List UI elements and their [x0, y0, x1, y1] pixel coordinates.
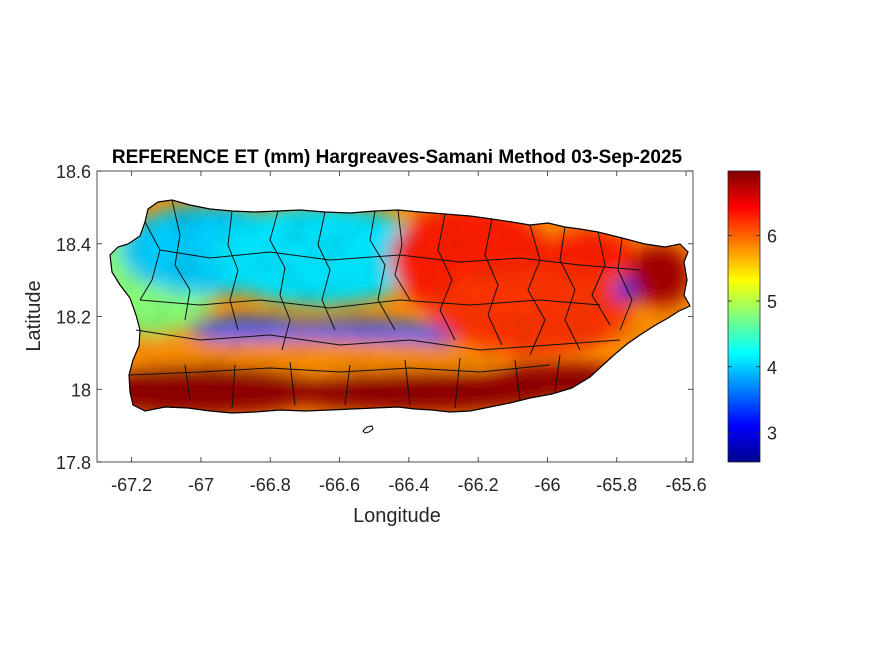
municipality-line	[135, 329, 621, 351]
municipality-line	[369, 210, 396, 331]
municipality-line	[231, 364, 236, 409]
x-tick-label: -65.8	[596, 475, 637, 495]
municipality-line	[139, 221, 161, 301]
colorbar-tick-label: 3	[767, 423, 777, 443]
y-tick-label: 17.8	[56, 453, 91, 473]
heat-region	[110, 339, 510, 371]
heatmap-field	[110, 200, 690, 413]
x-tick-label: -66.6	[319, 475, 360, 495]
heat-region	[110, 365, 320, 413]
x-tick-label: -66	[534, 475, 560, 495]
y-axis-label: Latitude	[23, 280, 45, 351]
x-tick-label: -67	[188, 475, 214, 495]
colorbar-tick-label: 4	[767, 358, 777, 378]
x-tick-label: -65.6	[666, 475, 707, 495]
y-tick-label: 18	[71, 380, 91, 400]
x-tick-label: -67.2	[111, 475, 152, 495]
municipality-line	[171, 199, 191, 321]
y-tick-label: 18.2	[56, 308, 91, 328]
municipality-line	[227, 210, 239, 331]
municipality-line	[559, 226, 581, 351]
small-island	[362, 425, 374, 434]
municipality-line	[514, 359, 521, 401]
y-tick-label: 18.4	[56, 235, 91, 255]
coastline	[109, 199, 691, 414]
x-tick-label: -66.2	[458, 475, 499, 495]
colorbar-ticks: 3 4 5 6	[728, 226, 777, 443]
municipality-line	[159, 249, 401, 261]
x-axis: -67.2 -67 -66.8 -66.6 -66.4 -66.2 -66 -65.8 -65.…	[111, 171, 707, 495]
x-tick-label: -66.4	[388, 475, 429, 495]
municipality-line	[554, 354, 561, 393]
y-axis: 17.8 18 18.2 18.4 18.6	[56, 162, 693, 473]
municipality-line	[317, 211, 336, 331]
colorbar-tick-label: 5	[767, 292, 777, 312]
municipality-line	[484, 218, 503, 346]
municipality-line	[437, 213, 456, 341]
x-tick-label: -66.8	[250, 475, 291, 495]
heat-region	[430, 265, 630, 355]
municipality-line	[184, 364, 191, 401]
heat-region	[210, 205, 430, 305]
municipality-line	[527, 224, 546, 356]
y-tick-label: 18.6	[56, 162, 91, 182]
municipality-line	[129, 364, 551, 376]
colorbar-tick-label: 6	[767, 226, 777, 246]
chart-title: REFERENCE ET (mm) Hargreaves-Samani Meth…	[112, 147, 683, 168]
municipality-line	[269, 210, 291, 351]
municipality-line	[454, 357, 461, 409]
colorbar	[727, 170, 761, 463]
municipality-line	[617, 237, 633, 331]
heat-region	[630, 245, 690, 305]
municipality-line	[139, 299, 601, 309]
municipality-boundaries	[129, 199, 641, 409]
municipality-line	[399, 254, 641, 271]
x-axis-label: Longitude	[353, 505, 441, 527]
municipality-line	[404, 359, 411, 406]
municipality-line	[394, 209, 411, 301]
municipality-line	[591, 231, 611, 326]
